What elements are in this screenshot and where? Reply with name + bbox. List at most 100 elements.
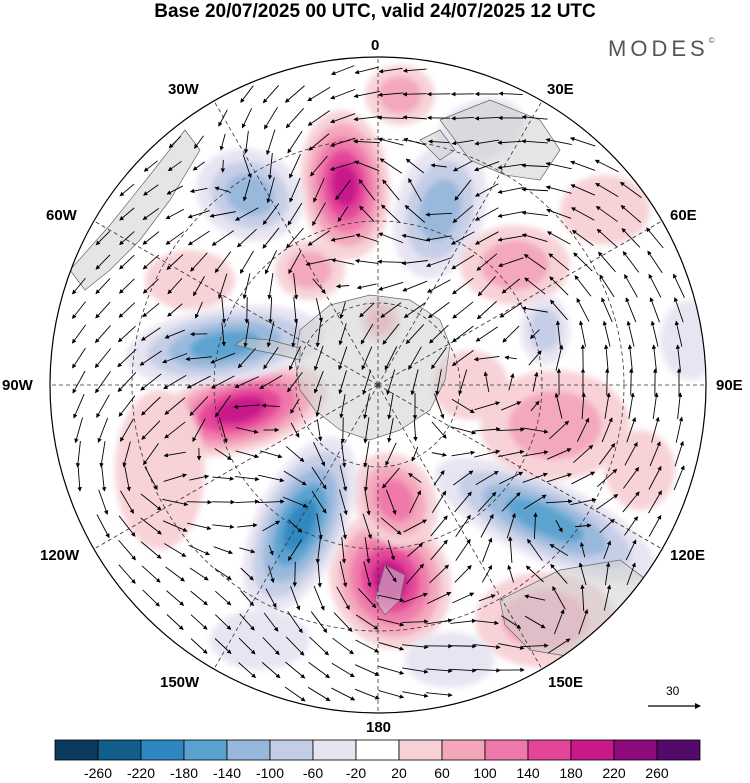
wind-vector bbox=[363, 465, 369, 492]
wind-vector bbox=[408, 346, 422, 370]
wind-vector bbox=[313, 370, 324, 394]
wind-vector bbox=[194, 301, 203, 319]
modes-logo: MODES© bbox=[608, 36, 715, 61]
wind-vector bbox=[329, 161, 356, 171]
wind-vector bbox=[362, 369, 372, 395]
wind-vector bbox=[596, 494, 619, 510]
wind-vector bbox=[95, 230, 111, 246]
wind-vector bbox=[339, 465, 348, 492]
wind-vector bbox=[524, 615, 546, 629]
wind-vector bbox=[549, 276, 569, 296]
wind-vector bbox=[241, 108, 253, 129]
wind-vector bbox=[258, 474, 285, 483]
wind-vector bbox=[120, 490, 134, 514]
wind-vector bbox=[72, 347, 86, 369]
wind-vector bbox=[426, 668, 453, 674]
wind-vector bbox=[533, 512, 538, 540]
wind-vector bbox=[267, 153, 273, 180]
wind-vector bbox=[288, 250, 302, 275]
colorbar-swatch bbox=[312, 739, 357, 761]
wind-vector bbox=[473, 355, 500, 362]
meridian-line bbox=[93, 220, 379, 386]
wind-vector bbox=[213, 546, 234, 555]
wind-vector bbox=[211, 230, 234, 246]
wind-vector bbox=[242, 273, 251, 300]
wind-vector bbox=[477, 491, 497, 512]
wind-vector bbox=[451, 139, 474, 146]
wind-vector bbox=[234, 376, 260, 388]
wind-vector bbox=[71, 301, 86, 319]
colorbar-swatch bbox=[398, 739, 443, 761]
wind-vector bbox=[330, 235, 355, 242]
wind-vector bbox=[403, 302, 426, 318]
wind-vector bbox=[476, 300, 497, 320]
wind-vector bbox=[142, 278, 159, 294]
wind-vector bbox=[426, 618, 453, 625]
wind-vector bbox=[187, 210, 210, 219]
wind-vector bbox=[119, 254, 135, 270]
wind-vector bbox=[545, 185, 572, 194]
wind-vector bbox=[524, 594, 546, 601]
wind-vector bbox=[98, 489, 109, 515]
wind-vector bbox=[475, 620, 499, 626]
wind-vector bbox=[428, 139, 450, 144]
lon-label-120w: 120W bbox=[40, 547, 80, 564]
wind-vector bbox=[234, 207, 259, 221]
wind-vector bbox=[285, 108, 305, 129]
colorbar-swatch bbox=[570, 739, 615, 761]
wind-vector bbox=[573, 444, 594, 464]
wind-vector bbox=[264, 250, 278, 275]
wind-vector bbox=[240, 590, 255, 607]
wind-vector bbox=[353, 116, 380, 122]
wind-vector bbox=[209, 211, 236, 218]
meridian-line bbox=[377, 220, 663, 386]
wind-vector bbox=[238, 637, 256, 655]
wind-vector bbox=[474, 644, 501, 650]
wind-vector bbox=[285, 636, 305, 656]
wind-vector bbox=[387, 417, 394, 443]
wind-vector bbox=[287, 371, 303, 393]
wind-vector bbox=[267, 273, 274, 300]
wind-vector bbox=[262, 637, 280, 656]
wind-vector bbox=[214, 251, 232, 274]
wind-vector bbox=[625, 539, 637, 561]
wind-vector bbox=[315, 537, 321, 564]
wind-vector bbox=[163, 374, 187, 390]
wind-vector bbox=[382, 467, 400, 489]
wind-vector bbox=[431, 347, 447, 370]
wind-vector bbox=[339, 301, 346, 319]
wind-vector bbox=[571, 471, 596, 485]
wind-vector bbox=[454, 491, 472, 513]
wind-vector bbox=[282, 496, 308, 508]
wind-vector bbox=[339, 561, 348, 588]
wind-vector bbox=[285, 446, 305, 463]
wind-vector bbox=[380, 517, 402, 535]
wind-vector bbox=[283, 470, 307, 486]
wind-vector bbox=[165, 566, 185, 582]
wind-vector bbox=[214, 568, 232, 580]
wind-vector bbox=[648, 490, 662, 514]
wind-vector bbox=[385, 566, 397, 583]
wind-vector bbox=[497, 427, 525, 432]
wind-vector bbox=[530, 400, 540, 412]
wind-vector bbox=[307, 686, 331, 702]
wind-vector bbox=[186, 499, 213, 505]
pos-anomaly-e bbox=[275, 240, 345, 300]
wind-vector bbox=[599, 274, 615, 298]
wind-vector bbox=[549, 299, 568, 321]
wind-vector bbox=[360, 323, 374, 345]
wind-vector bbox=[330, 113, 356, 124]
wind-vector bbox=[310, 611, 328, 634]
wind-vector bbox=[378, 642, 405, 651]
wind-vector bbox=[363, 417, 370, 444]
wind-vector bbox=[546, 473, 573, 483]
wind-vector bbox=[214, 186, 232, 193]
wind-vector bbox=[166, 185, 184, 195]
wind-vector bbox=[164, 421, 186, 439]
colorbar-swatch bbox=[269, 739, 314, 761]
wind-vector bbox=[261, 403, 280, 408]
wind-vector bbox=[434, 393, 445, 419]
lon-label-60e: 60E bbox=[670, 207, 697, 224]
pos-anomaly-l bbox=[145, 250, 235, 310]
wind-vector bbox=[97, 417, 109, 443]
